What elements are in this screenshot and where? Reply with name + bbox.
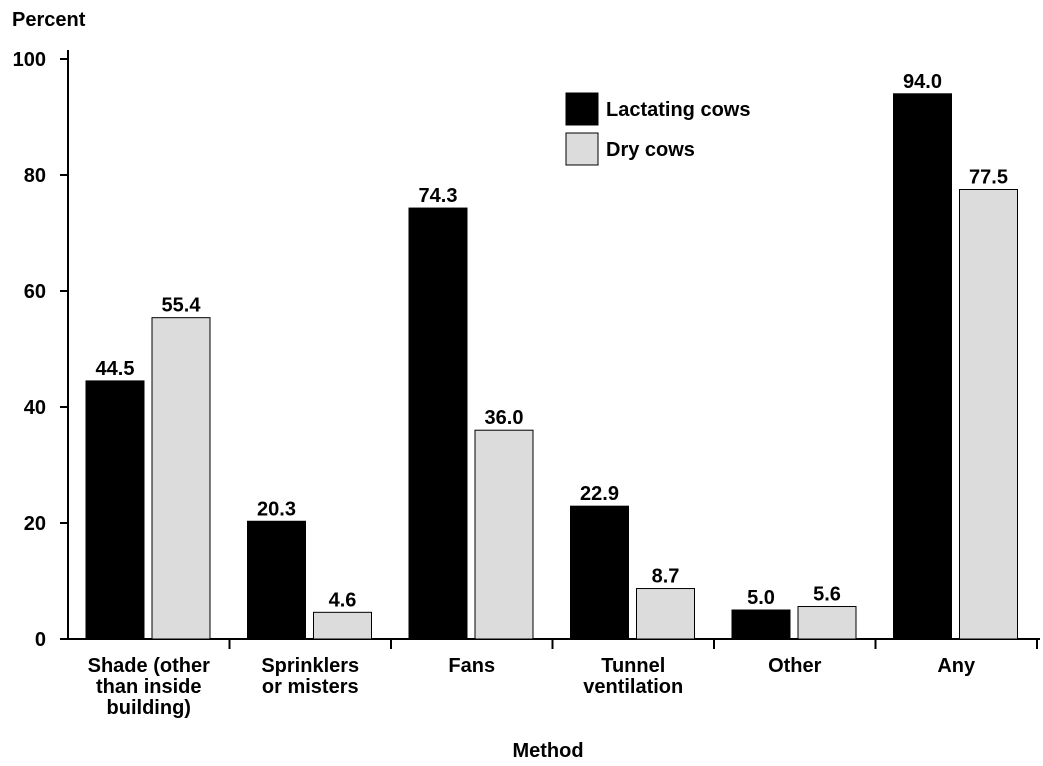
data-label: 5.0: [747, 587, 775, 609]
bar-lactating-2: [408, 207, 468, 640]
y-tick-label: 60: [24, 281, 46, 303]
data-label: 36.0: [485, 407, 524, 429]
bar-dry-5: [959, 189, 1018, 640]
category-labels: Shade (other than inside building) Sprinkle…: [88, 655, 976, 719]
data-label: 20.3: [257, 498, 296, 520]
data-label: 8.7: [652, 566, 680, 588]
x-ticks: [228, 639, 1038, 649]
bar-dry-1: [313, 611, 372, 640]
y-axis-title: Percent: [12, 9, 86, 31]
data-label: 22.9: [580, 483, 619, 505]
data-label: 94.0: [903, 71, 942, 93]
legend-label: Dry cows: [606, 139, 695, 161]
bar-lactating-3: [570, 505, 629, 640]
legend-swatch: [565, 92, 599, 126]
y-tick-label: 100: [13, 49, 46, 71]
data-label: 4.6: [329, 589, 357, 611]
bar-dry-0: [151, 317, 211, 640]
legend-label: Lactating cows: [606, 99, 750, 121]
category-label: Other: [768, 655, 822, 677]
y-tick-label: 80: [24, 165, 46, 187]
category-label: Shade (other than inside building): [88, 655, 210, 719]
bar-lactating-0: [85, 380, 145, 640]
bar-dry-4: [797, 606, 857, 640]
bar-dry-3: [636, 588, 695, 640]
category-label: Fans: [448, 655, 495, 677]
bar-dry-2: [474, 429, 534, 640]
bar-lactating-5: [893, 93, 952, 640]
data-label: 77.5: [969, 167, 1008, 189]
y-tick-label: 20: [24, 513, 46, 535]
data-label: 44.5: [96, 358, 135, 380]
data-label: 55.4: [162, 295, 202, 317]
category-label: Sprinklers or misters: [261, 655, 359, 698]
y-ticks: 0 20 40 60 80 100: [13, 49, 68, 651]
category-label: Any: [937, 655, 976, 677]
data-label: 74.3: [419, 185, 458, 207]
legend-swatch: [565, 132, 599, 166]
category-label: Tunnel ventilation: [583, 655, 683, 698]
data-label: 5.6: [813, 584, 841, 606]
bar-lactating-4: [731, 609, 791, 640]
x-axis-title: Method: [512, 740, 583, 762]
y-tick-label: 0: [35, 629, 46, 651]
legend: Lactating cows Dry cows: [565, 92, 750, 166]
bars: 44.5 55.4 20.3 4.6 74.3 36.0 22.9 8.7 5.0 5.6 94.0…: [85, 71, 1018, 640]
y-tick-label: 40: [24, 397, 46, 419]
bar-lactating-1: [247, 520, 306, 640]
